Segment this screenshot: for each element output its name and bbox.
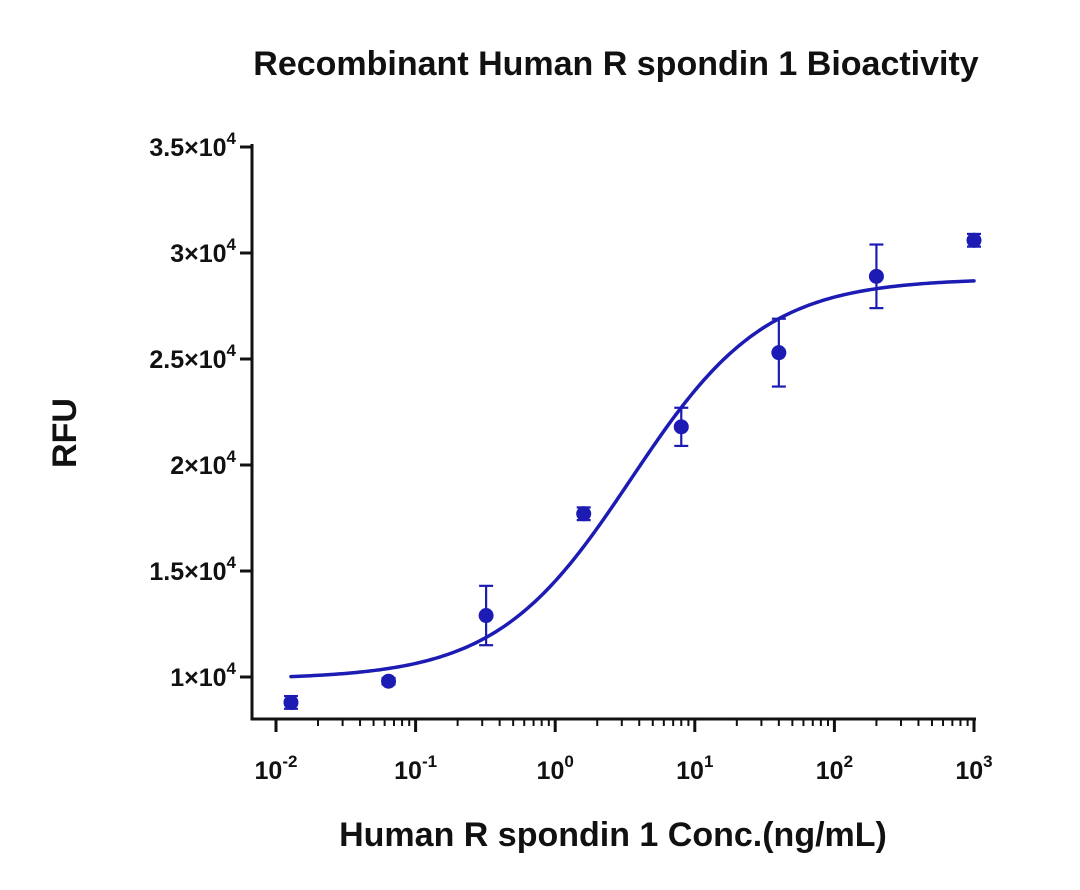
- axes: 1×104 1.5×104 2×104 2.5×104 3×104 3.5×104 10-2…: [149, 129, 992, 785]
- y-tick-label: 3×104: [170, 235, 236, 268]
- y-axis-label: RFU: [46, 398, 84, 468]
- y-tick-label: 2×104: [170, 447, 236, 480]
- data-point: [868, 243, 884, 310]
- y-tick-label: 1×104: [170, 659, 236, 692]
- chart-title: Recombinant Human R spondin 1 Bioactivit…: [253, 45, 979, 83]
- fit-curve-layer: [289, 279, 976, 679]
- y-tick-label: 3.5×104: [149, 129, 236, 162]
- data-point-marker: [283, 694, 299, 710]
- data-point-marker: [381, 673, 397, 689]
- x-tick-label: 10-2: [255, 752, 298, 785]
- data-point: [381, 673, 397, 689]
- data-point-marker: [673, 419, 689, 435]
- data-point: [478, 584, 494, 647]
- data-point: [283, 694, 299, 710]
- x-tick-label: 10-1: [394, 752, 437, 785]
- data-point: [673, 406, 689, 448]
- data-point: [966, 232, 982, 248]
- x-tick-label: 100: [537, 752, 574, 785]
- x-tick-label: 101: [676, 752, 713, 785]
- data-point: [576, 506, 592, 522]
- data-point-marker: [966, 232, 982, 248]
- x-tick-label: 103: [955, 752, 992, 785]
- y-tick-label: 2.5×104: [149, 341, 236, 374]
- data-point-marker: [576, 506, 592, 522]
- data-point-marker: [771, 345, 787, 361]
- data-point-marker: [478, 608, 494, 624]
- fit-curve: [289, 279, 976, 679]
- x-axis-label: Human R spondin 1 Conc.(ng/mL): [339, 816, 887, 854]
- x-tick-label: 102: [816, 752, 853, 785]
- data-point-marker: [868, 268, 884, 284]
- data-point: [771, 317, 787, 388]
- y-tick-label: 1.5×104: [149, 553, 236, 586]
- data-points-layer: [283, 232, 982, 710]
